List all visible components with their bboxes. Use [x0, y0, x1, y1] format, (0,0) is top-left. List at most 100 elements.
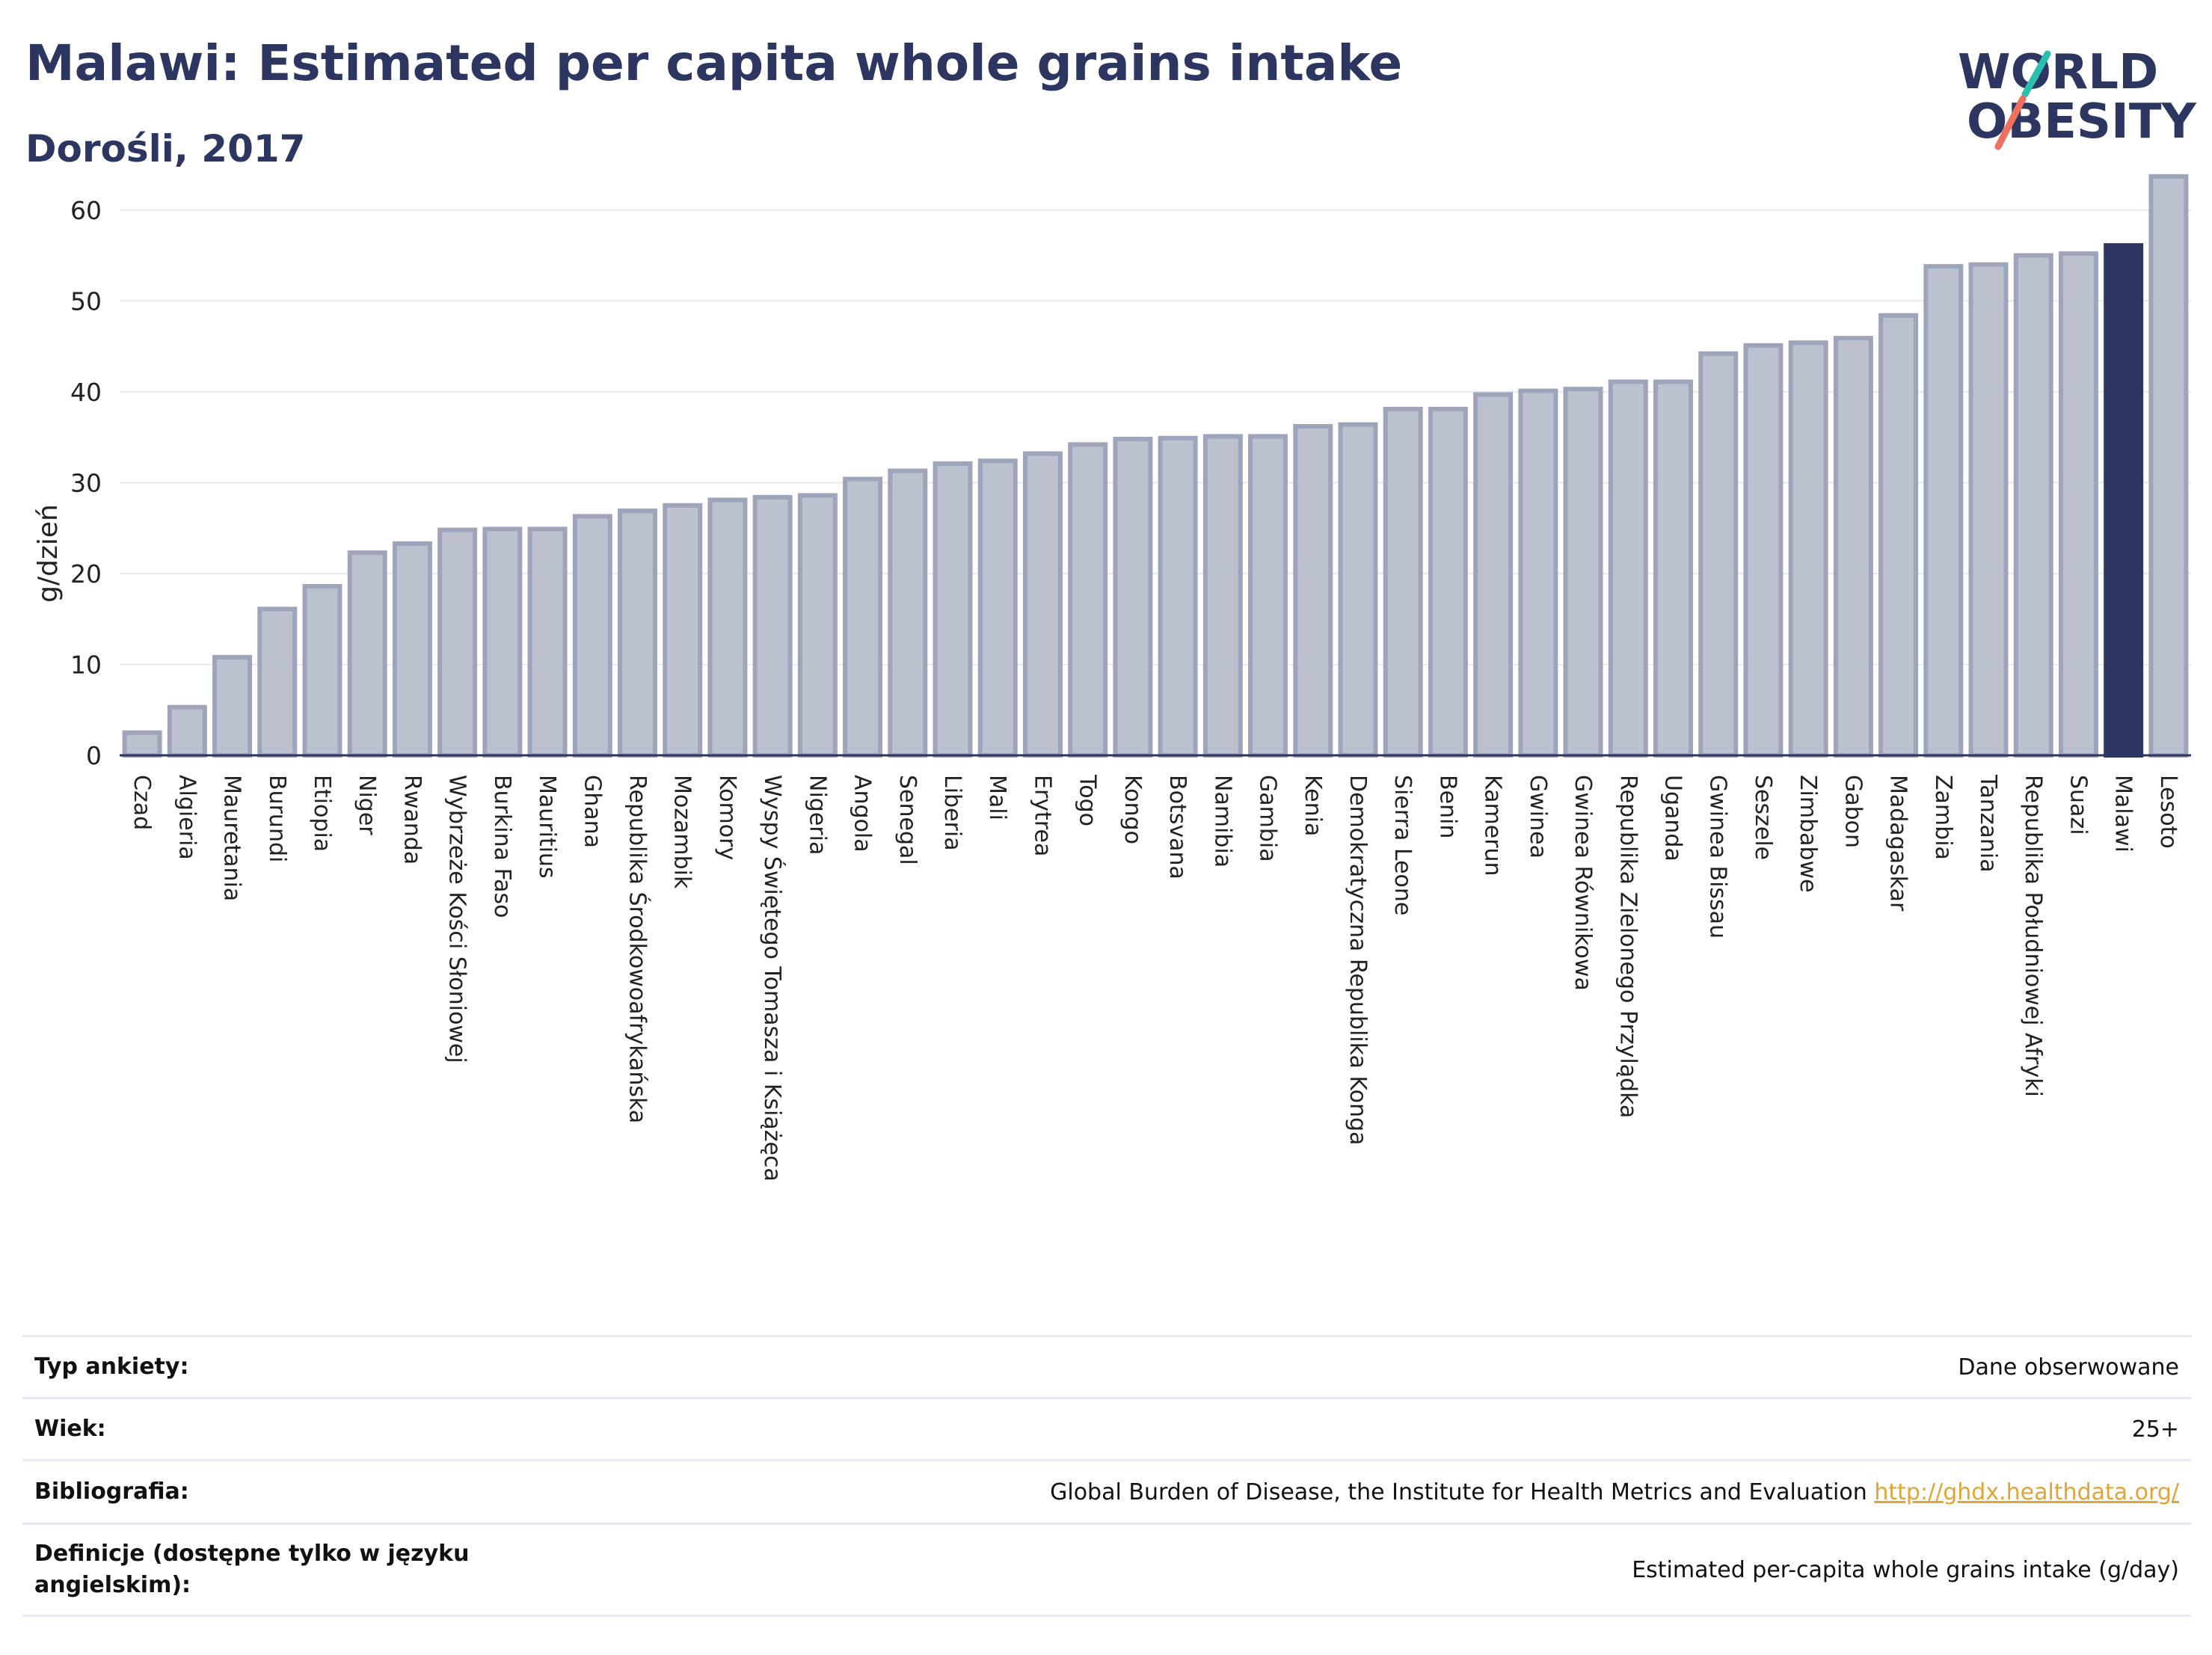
- x-tick-label: Benin: [1434, 775, 1460, 838]
- world-obesity-logo: WORLD OBESITY: [1958, 45, 2196, 150]
- x-tick-label: Angola: [850, 775, 876, 853]
- x-tick-label: Suazi: [2065, 775, 2091, 835]
- bar: [572, 514, 612, 758]
- logo-line-1: WORLD: [1958, 45, 2158, 100]
- bar: [1293, 424, 1333, 758]
- bar: [1068, 442, 1108, 758]
- bar: [1743, 343, 1784, 758]
- info-row-definitions: Definicje (dostępne tylko w języku angie…: [22, 1523, 2191, 1617]
- info-row-bibliography: Bibliografia: Global Burden of Disease, …: [22, 1459, 2191, 1523]
- bar: [1473, 392, 1514, 758]
- info-key: Wiek:: [34, 1416, 106, 1442]
- bar: [1248, 434, 1288, 758]
- info-value-text: Dane obserwowane: [1958, 1354, 2179, 1381]
- x-tick-label: Uganda: [1660, 775, 1686, 862]
- bar-highlight: [2104, 243, 2144, 758]
- x-tick-label: Demokratyczna Republika Konga: [1345, 775, 1371, 1145]
- x-tick-label: Kenia: [1300, 775, 1326, 836]
- bar: [1158, 435, 1198, 758]
- bar: [2148, 174, 2189, 758]
- bar: [302, 583, 342, 758]
- y-axis-label: g/dzień: [33, 504, 64, 603]
- bar: [2013, 253, 2053, 758]
- bar: [482, 526, 523, 758]
- bar: [122, 730, 162, 758]
- x-tick-label: Algieria: [173, 775, 200, 860]
- x-tick-label: Gambia: [1255, 775, 1281, 862]
- bar: [933, 461, 973, 758]
- x-tick-label: Botsvana: [1164, 775, 1191, 879]
- y-tick-label: 10: [70, 650, 102, 679]
- bar: [1833, 336, 1873, 758]
- bar: [1653, 379, 1693, 758]
- bar: [1113, 437, 1153, 758]
- x-tick-label: Mauritius: [534, 775, 560, 879]
- bar: [1923, 264, 1964, 758]
- info-value: Estimated per-capita whole grains intake…: [1632, 1557, 2191, 1583]
- page-title: Malawi: Estimated per capita whole grain…: [25, 34, 1403, 92]
- x-tick-label: Republika Środkowoafrykańska: [624, 775, 652, 1123]
- x-tick-label: Togo: [1075, 774, 1101, 826]
- bar: [2058, 251, 2098, 758]
- x-tick-label: Etiopia: [309, 775, 335, 852]
- bar: [212, 654, 253, 758]
- bar: [527, 526, 568, 758]
- x-tick-label: Gwinea: [1525, 775, 1551, 859]
- bar: [797, 493, 838, 758]
- x-tick-label: Zambia: [1930, 775, 1956, 860]
- y-tick-label: 30: [70, 468, 102, 497]
- bar: [1202, 434, 1243, 758]
- x-tick-label: Erytrea: [1029, 775, 1055, 856]
- x-tick-label: Rwanda: [399, 775, 425, 865]
- y-tick-label: 60: [70, 196, 102, 225]
- bar: [1788, 340, 1828, 758]
- bar: [1022, 451, 1063, 758]
- x-tick-label: Nigeria: [804, 775, 830, 855]
- y-tick-label: 0: [86, 741, 102, 770]
- info-key: Definicje (dostępne tylko w języku angie…: [34, 1541, 470, 1598]
- info-value: Global Burden of Disease, the Institute …: [1050, 1479, 2191, 1505]
- y-tick-label: 50: [70, 286, 102, 316]
- bar: [1878, 313, 1919, 758]
- x-tick-label: Gabon: [1840, 775, 1866, 848]
- x-tick-label: Kamerun: [1480, 775, 1506, 876]
- x-tick-label: Kongo: [1119, 775, 1146, 844]
- x-tick-label: Lesoto: [2155, 775, 2181, 849]
- logo-slash-coral: [1994, 95, 2027, 150]
- info-key: Typ ankiety:: [34, 1354, 189, 1380]
- bar: [843, 476, 883, 758]
- bar: [1608, 379, 1648, 758]
- bar: [167, 704, 207, 758]
- y-tick-label: 40: [70, 378, 102, 407]
- bar: [1968, 262, 2009, 758]
- x-tick-label: Wyspy Świętego Tomasza i Książęca: [759, 775, 787, 1182]
- bar: [977, 458, 1018, 758]
- x-tick-label: Republika Południowej Afryki: [2020, 775, 2046, 1097]
- bar: [618, 509, 657, 758]
- bar: [1563, 387, 1603, 758]
- x-tick-label: Ghana: [579, 775, 605, 848]
- x-tick-label: Mauretania: [219, 775, 245, 901]
- logo-slash-teal: [2021, 50, 2051, 98]
- x-tick-label: Seszele: [1750, 775, 1776, 860]
- x-tick-label: Mali: [984, 775, 1010, 820]
- x-tick-label: Tanzania: [1975, 774, 2001, 873]
- bar: [663, 503, 703, 758]
- bar: [888, 468, 928, 758]
- x-tick-label: Gwinea Równikowa: [1570, 775, 1596, 991]
- bar: [1383, 406, 1423, 758]
- bar: [347, 550, 387, 758]
- source-link[interactable]: http://ghdx.healthdata.org/: [1874, 1479, 2179, 1505]
- x-tick-label: Republika Zielonego Przylądka: [1615, 775, 1641, 1118]
- bar: [1698, 351, 1739, 758]
- bar: [1428, 406, 1468, 758]
- info-value: 25+: [2132, 1416, 2191, 1443]
- bar: [392, 541, 432, 758]
- x-tick-label: Mozambik: [669, 775, 695, 889]
- bar: [437, 527, 478, 758]
- x-tick-label: Komory: [714, 775, 740, 860]
- x-tick-label: Wybrzeże Kości Słoniowej: [444, 775, 470, 1063]
- info-value-text: Estimated per-capita whole grains intake…: [1632, 1556, 2179, 1583]
- bar: [752, 494, 793, 758]
- y-tick-label: 20: [70, 559, 102, 589]
